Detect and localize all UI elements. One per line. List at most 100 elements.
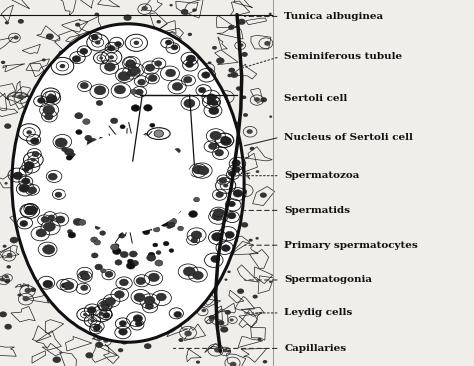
Circle shape: [75, 113, 83, 119]
Circle shape: [136, 277, 146, 285]
Text: Spermatogonia: Spermatogonia: [284, 276, 373, 284]
Circle shape: [232, 160, 240, 166]
Circle shape: [146, 64, 155, 71]
Circle shape: [189, 211, 198, 217]
Circle shape: [93, 198, 99, 202]
Circle shape: [174, 149, 180, 153]
Circle shape: [43, 245, 55, 254]
Circle shape: [230, 362, 237, 366]
Circle shape: [26, 206, 37, 214]
Circle shape: [186, 55, 196, 62]
Circle shape: [236, 86, 242, 91]
Circle shape: [99, 312, 104, 316]
Text: Seminiferous tubule: Seminiferous tubule: [284, 52, 402, 61]
Circle shape: [211, 255, 220, 262]
Circle shape: [133, 315, 143, 322]
Circle shape: [18, 19, 24, 24]
Circle shape: [7, 265, 11, 269]
Circle shape: [230, 72, 238, 78]
Circle shape: [118, 329, 128, 335]
Circle shape: [163, 241, 169, 246]
Circle shape: [228, 171, 236, 176]
Circle shape: [169, 153, 174, 157]
Circle shape: [46, 33, 54, 40]
Circle shape: [10, 237, 18, 243]
Text: Nucleus of Sertoli cell: Nucleus of Sertoli cell: [284, 133, 413, 142]
Circle shape: [155, 61, 162, 66]
Circle shape: [85, 213, 91, 217]
Circle shape: [43, 280, 53, 288]
Circle shape: [87, 307, 96, 313]
Circle shape: [95, 161, 101, 166]
Circle shape: [13, 36, 18, 40]
Circle shape: [225, 279, 228, 281]
Circle shape: [129, 251, 137, 257]
Circle shape: [0, 311, 7, 317]
Circle shape: [165, 166, 172, 171]
Circle shape: [208, 61, 211, 64]
Circle shape: [100, 231, 106, 235]
Circle shape: [93, 326, 100, 331]
Circle shape: [145, 225, 152, 231]
Circle shape: [165, 69, 175, 77]
Circle shape: [88, 138, 97, 145]
Circle shape: [72, 56, 81, 62]
Circle shape: [214, 209, 224, 217]
Circle shape: [228, 212, 236, 219]
Circle shape: [99, 138, 104, 141]
Circle shape: [83, 197, 88, 201]
Circle shape: [119, 279, 128, 286]
Circle shape: [158, 165, 165, 170]
Circle shape: [18, 294, 21, 296]
Circle shape: [80, 82, 88, 89]
Circle shape: [64, 282, 74, 290]
Circle shape: [91, 237, 98, 242]
Circle shape: [16, 215, 21, 219]
Circle shape: [221, 136, 229, 143]
Circle shape: [201, 309, 206, 312]
Circle shape: [25, 206, 33, 212]
Circle shape: [82, 178, 89, 184]
Circle shape: [88, 173, 95, 179]
Circle shape: [17, 94, 24, 99]
Circle shape: [25, 288, 31, 293]
Circle shape: [243, 113, 248, 117]
Circle shape: [178, 226, 183, 231]
Circle shape: [137, 79, 146, 85]
Circle shape: [216, 192, 223, 198]
Circle shape: [169, 189, 177, 195]
Circle shape: [207, 94, 216, 101]
Ellipse shape: [12, 24, 244, 342]
Circle shape: [27, 130, 32, 134]
Circle shape: [110, 118, 118, 124]
Circle shape: [104, 63, 115, 71]
Circle shape: [180, 170, 186, 175]
Text: Spermatids: Spermatids: [284, 206, 350, 215]
Circle shape: [42, 59, 46, 61]
Circle shape: [188, 33, 192, 36]
Circle shape: [260, 97, 267, 102]
Circle shape: [249, 239, 253, 242]
Circle shape: [13, 172, 23, 179]
Circle shape: [146, 254, 155, 261]
Circle shape: [158, 149, 165, 154]
Circle shape: [235, 122, 239, 125]
Circle shape: [212, 46, 217, 50]
Circle shape: [103, 313, 110, 318]
Circle shape: [131, 225, 137, 229]
Circle shape: [83, 313, 87, 316]
Circle shape: [115, 291, 124, 298]
Circle shape: [156, 293, 166, 301]
Circle shape: [4, 279, 10, 283]
Circle shape: [119, 234, 125, 238]
Circle shape: [154, 227, 160, 232]
Circle shape: [253, 295, 258, 299]
Circle shape: [199, 87, 206, 93]
Circle shape: [48, 173, 57, 180]
Circle shape: [161, 210, 170, 216]
Circle shape: [22, 178, 30, 184]
Circle shape: [233, 190, 243, 197]
Circle shape: [257, 338, 262, 341]
Circle shape: [78, 220, 86, 225]
Circle shape: [126, 60, 136, 68]
